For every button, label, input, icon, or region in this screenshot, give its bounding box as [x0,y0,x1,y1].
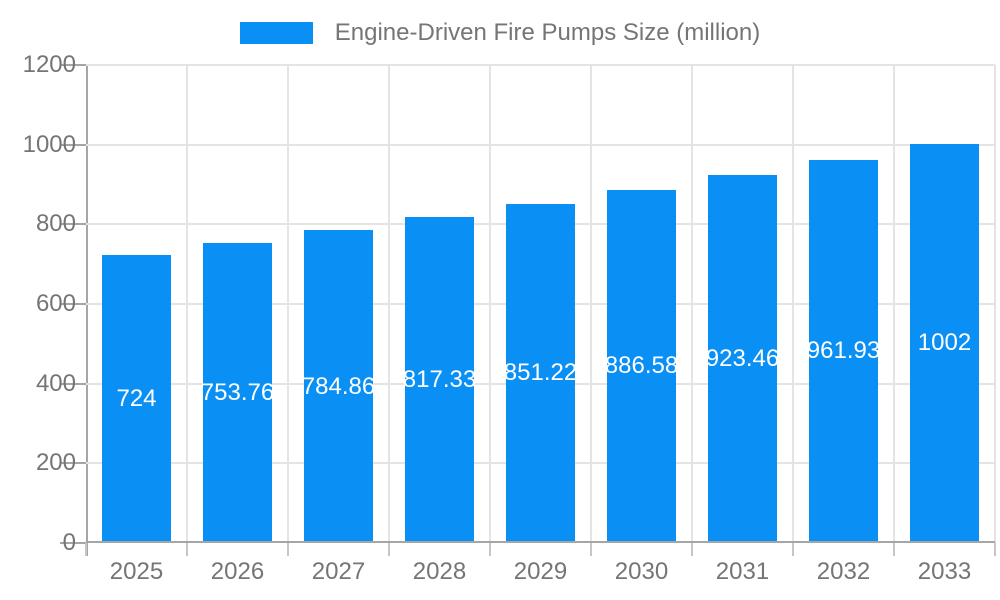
y-axis-label: 800 [35,210,76,238]
x-axis-tick [287,543,289,556]
y-axis-tick [60,303,86,305]
x-axis-line [86,541,995,543]
x-axis-label-2033: 2033 [917,558,972,585]
bar-value-label: 817.33 [402,366,477,394]
x-axis-tick [186,543,188,556]
y-axis-label: 0 [62,529,76,556]
legend-swatch-icon [239,22,313,44]
bar-2032[interactable]: 961.93 [806,159,881,543]
gridline-vertical [994,65,996,543]
x-axis-tick [994,543,996,556]
bar-value-label: 886.58 [604,352,679,380]
y-axis-label: 400 [35,369,76,397]
gridline-vertical [186,65,188,543]
gridline-vertical [792,65,794,543]
y-axis-tick [60,542,86,544]
gridline-horizontal [86,64,995,66]
gridline-vertical [590,65,592,543]
bar-2026[interactable]: 753.76 [200,242,275,543]
gridline-vertical [691,65,693,543]
bar-2030[interactable]: 886.58 [604,189,679,543]
y-axis-tick [60,462,86,465]
x-axis-label-2029: 2029 [513,558,568,585]
y-axis-label: 1200 [22,51,76,78]
x-axis-tick [893,543,895,556]
x-axis-tick [85,543,87,556]
y-axis-tick [60,143,86,146]
bar-value-label: 784.86 [301,372,376,400]
x-axis-label-2027: 2027 [311,558,366,585]
y-axis-label: 600 [35,290,76,317]
x-axis-label-2028: 2028 [412,558,467,585]
x-axis-label-2032: 2032 [816,558,871,585]
x-axis-label-2030: 2030 [614,558,669,585]
bar-value-label: 1002 [917,329,972,357]
bar-2025[interactable]: 724 [102,254,171,543]
x-axis-label-2031: 2031 [715,558,770,585]
bar-2031[interactable]: 923.46 [705,175,780,543]
bar-2029[interactable]: 851.22 [503,203,578,543]
plot-area: 724 753.76 784.86 817.33 851.22 886.58 923.46 9… [86,64,996,543]
x-axis-tick [590,543,592,556]
bar-value-label: 724 [116,384,157,412]
gridline-horizontal [86,143,995,146]
x-axis-label-2026: 2026 [210,558,265,585]
gridline-vertical [893,65,895,543]
bar-value-label: 961.93 [806,337,881,365]
bar-value-label: 753.76 [200,378,275,406]
x-axis-label-2025: 2025 [109,558,164,585]
y-axis-tick [60,223,86,226]
legend: Engine-Driven Fire Pumps Size (million) [0,19,1000,46]
x-axis-tick [691,543,693,556]
y-axis-tick [60,64,86,66]
y-axis-label: 200 [35,449,76,477]
bar-2033[interactable]: 1002 [910,143,979,543]
gridline-vertical [489,65,491,543]
y-axis-line [86,65,88,556]
bar-value-label: 923.46 [705,345,780,373]
x-axis-tick [388,543,390,556]
gridline-vertical [287,65,289,543]
bar-value-label: 851.22 [503,359,578,387]
y-axis-tick [60,382,86,385]
bar-2028[interactable]: 817.33 [402,217,477,543]
gridline-vertical [388,65,390,543]
x-axis-tick [489,543,491,556]
y-axis-label: 1000 [22,130,76,158]
x-axis-tick [792,543,794,556]
bar-2027[interactable]: 784.86 [301,230,376,543]
legend-series-label: Engine-Driven Fire Pumps Size (million) [334,19,761,46]
